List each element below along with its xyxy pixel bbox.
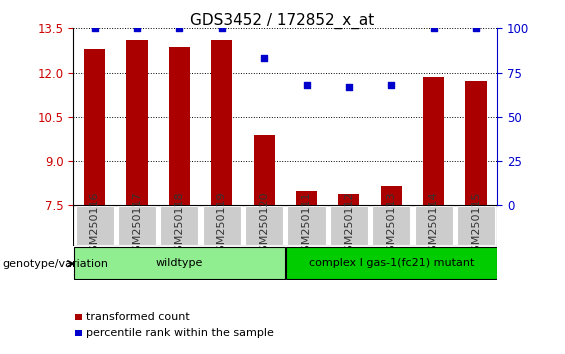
FancyBboxPatch shape — [74, 247, 285, 279]
Point — [217, 25, 226, 31]
Text: GSM250113: GSM250113 — [386, 192, 396, 259]
Bar — [127, 40, 147, 205]
FancyBboxPatch shape — [286, 247, 497, 279]
FancyBboxPatch shape — [457, 206, 495, 245]
Text: GSM250116: GSM250116 — [90, 192, 99, 259]
Text: GSM250118: GSM250118 — [175, 192, 184, 259]
Text: GSM250112: GSM250112 — [344, 192, 354, 259]
Bar — [338, 194, 359, 205]
Point — [471, 25, 480, 31]
Bar — [296, 190, 317, 205]
Text: GSM250115: GSM250115 — [471, 192, 481, 259]
FancyBboxPatch shape — [372, 206, 410, 245]
Point — [386, 82, 396, 88]
Bar — [381, 186, 402, 205]
Bar — [84, 49, 105, 205]
Text: GDS3452 / 172852_x_at: GDS3452 / 172852_x_at — [190, 12, 375, 29]
Bar — [254, 135, 275, 205]
Bar — [423, 77, 444, 205]
Text: genotype/variation: genotype/variation — [3, 259, 109, 269]
Bar — [169, 47, 190, 205]
Point — [175, 25, 184, 31]
Bar — [466, 81, 486, 205]
Point — [344, 84, 354, 90]
Text: GSM250111: GSM250111 — [302, 192, 311, 259]
Point — [90, 25, 99, 31]
Point — [132, 25, 141, 31]
Text: wildtype: wildtype — [156, 258, 203, 268]
Text: transformed count: transformed count — [86, 312, 190, 322]
Text: GSM250117: GSM250117 — [132, 192, 142, 259]
Bar — [75, 330, 82, 336]
FancyBboxPatch shape — [203, 206, 241, 245]
FancyBboxPatch shape — [245, 206, 283, 245]
FancyBboxPatch shape — [415, 206, 453, 245]
Bar — [75, 314, 82, 320]
Point — [302, 82, 311, 88]
Point — [259, 56, 269, 61]
Text: percentile rank within the sample: percentile rank within the sample — [86, 328, 274, 338]
Text: complex I gas-1(fc21) mutant: complex I gas-1(fc21) mutant — [308, 258, 474, 268]
FancyBboxPatch shape — [330, 206, 368, 245]
FancyBboxPatch shape — [288, 206, 325, 245]
Bar — [211, 40, 232, 205]
FancyBboxPatch shape — [76, 206, 114, 245]
Point — [429, 25, 438, 31]
FancyBboxPatch shape — [118, 206, 156, 245]
FancyBboxPatch shape — [160, 206, 198, 245]
Text: GSM250120: GSM250120 — [259, 192, 269, 259]
Text: GSM250114: GSM250114 — [429, 192, 438, 259]
Text: GSM250119: GSM250119 — [217, 192, 227, 259]
